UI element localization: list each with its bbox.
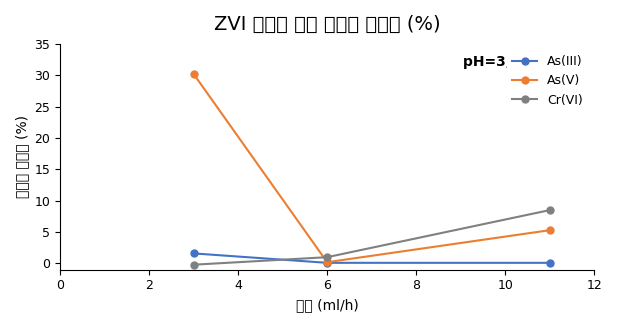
Legend: As(III), As(V), Cr(VI): As(III), As(V), Cr(VI)	[507, 50, 588, 112]
Cr(VI)	[190, 263, 197, 267]
Cr(VI)	[323, 255, 331, 259]
Title: ZVI 필터의 단일 중금속 제거율 (%): ZVI 필터의 단일 중금속 제거율 (%)	[214, 15, 441, 34]
X-axis label: 유속 (ml/h): 유속 (ml/h)	[296, 298, 358, 312]
As(III)	[323, 261, 331, 265]
As(III)	[190, 251, 197, 255]
Text: pH=3, 10 mg/L: pH=3, 10 mg/L	[463, 55, 578, 69]
As(V)	[546, 228, 553, 232]
Line: Cr(VI): Cr(VI)	[190, 207, 553, 268]
Line: As(V): As(V)	[190, 71, 553, 266]
Line: As(III): As(III)	[190, 250, 553, 266]
As(V)	[190, 72, 197, 76]
Cr(VI)	[546, 208, 553, 212]
As(V)	[323, 260, 331, 264]
As(III)	[546, 261, 553, 265]
Y-axis label: 중금속 제거율 (%): 중금속 제거율 (%)	[15, 115, 29, 198]
